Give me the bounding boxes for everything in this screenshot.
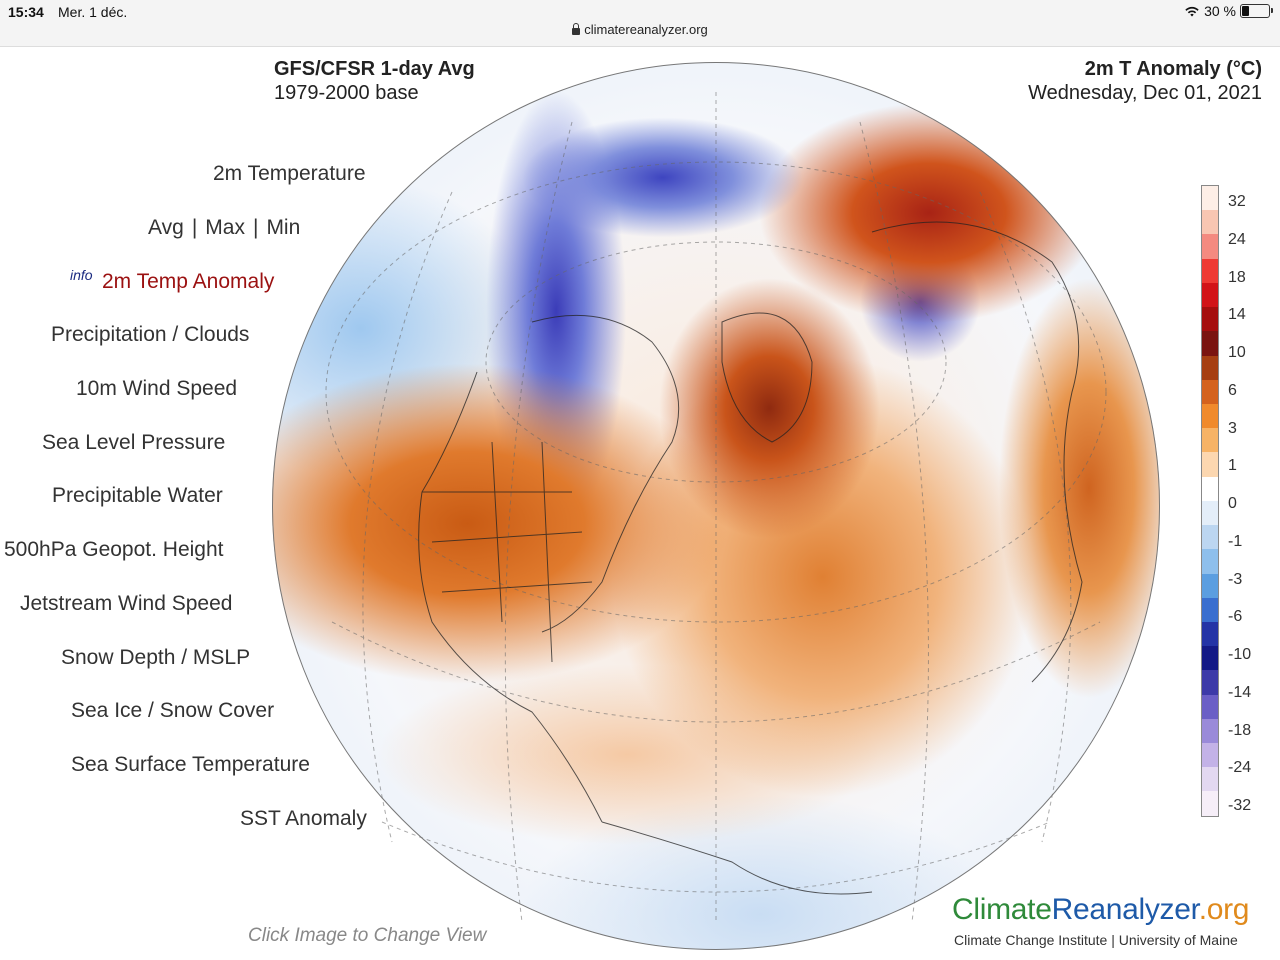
colorbar-segment bbox=[1202, 767, 1218, 792]
colorbar-segment bbox=[1202, 597, 1218, 622]
colorbar-tick-label: -14 bbox=[1228, 683, 1252, 701]
variable-title-block: 2m T Anomaly (°C) Wednesday, Dec 01, 202… bbox=[1028, 58, 1262, 105]
colorbar-segment bbox=[1202, 621, 1218, 647]
menu-jetstream-wind-speed[interactable]: Jetstream Wind Speed bbox=[20, 592, 233, 615]
menu-min[interactable]: Min bbox=[266, 216, 301, 239]
colorbar-segment bbox=[1202, 743, 1218, 768]
colorbar-segment bbox=[1202, 379, 1218, 404]
menu-2m-temp-anomaly[interactable]: 2m Temp Anomaly bbox=[102, 270, 275, 293]
colorbar-segment bbox=[1202, 791, 1218, 816]
colorbar-segment bbox=[1202, 694, 1218, 719]
colorbar-tick-label: -32 bbox=[1228, 797, 1252, 814]
battery-icon bbox=[1240, 4, 1273, 18]
colorbar-tick-label: 3 bbox=[1228, 419, 1237, 437]
colorbar-segment bbox=[1202, 282, 1218, 308]
colorbar-segment bbox=[1202, 428, 1218, 453]
separator: | bbox=[191, 216, 198, 239]
colorbar-tick-label: 32 bbox=[1228, 193, 1246, 210]
logo-subtitle: Climate Change Institute | University of… bbox=[954, 932, 1238, 948]
colorbar-segment bbox=[1202, 210, 1218, 235]
logo-part-org: .org bbox=[1198, 893, 1250, 926]
colorbar-tick-label: -1 bbox=[1228, 532, 1243, 550]
url-text: climatereanalyzer.org bbox=[584, 22, 708, 37]
separator: | bbox=[252, 216, 259, 239]
colorbar-segment bbox=[1202, 670, 1218, 695]
colorbar-tick-label: -18 bbox=[1228, 721, 1252, 739]
colorbar-segment bbox=[1202, 525, 1218, 550]
menu-precipitable-water[interactable]: Precipitable Water bbox=[52, 484, 223, 507]
colorbar-segment bbox=[1202, 234, 1218, 259]
avg-max-min-row: Avg | Max | Min bbox=[148, 216, 300, 240]
colorbar-tick-label: 24 bbox=[1228, 230, 1246, 248]
change-view-hint: Click Image to Change View bbox=[248, 925, 487, 946]
colorbar-tick-label: -6 bbox=[1228, 608, 1243, 626]
colorbar-segment bbox=[1202, 549, 1218, 574]
anomaly-globe-map[interactable] bbox=[272, 62, 1160, 950]
colorbar-tick-label: 0 bbox=[1228, 495, 1237, 512]
colorbar-segment bbox=[1202, 452, 1218, 477]
colorbar-tick-label: -3 bbox=[1228, 570, 1243, 588]
menu-precipitation-clouds[interactable]: Precipitation / Clouds bbox=[51, 323, 250, 346]
menu-sea-surface-temperature[interactable]: Sea Surface Temperature bbox=[71, 753, 310, 776]
colorbar-tick-label: 6 bbox=[1228, 381, 1237, 399]
model-title-block: GFS/CFSR 1-day Avg 1979-2000 base bbox=[274, 58, 475, 105]
colorbar-segment bbox=[1202, 573, 1218, 598]
colorbar-tick-label: -10 bbox=[1228, 646, 1252, 663]
colorbar-segment bbox=[1202, 476, 1218, 501]
info-link[interactable]: info bbox=[70, 267, 93, 283]
colorbar-tick-label: 10 bbox=[1228, 344, 1246, 361]
menu-max[interactable]: Max bbox=[205, 216, 245, 239]
status-date: Mer. 1 déc. bbox=[58, 4, 128, 20]
logo-part-reanalyzer: Reanalyzer bbox=[1051, 893, 1199, 926]
battery-fill bbox=[1242, 6, 1250, 16]
menu-500hpa-geopot-height[interactable]: 500hPa Geopot. Height bbox=[4, 538, 224, 561]
menu-2m-temperature[interactable]: 2m Temperature bbox=[213, 162, 366, 185]
logo-part-climate: Climate bbox=[952, 893, 1052, 926]
status-bar: 15:34 Mer. 1 déc. 30 % climatereanalyzer… bbox=[0, 0, 1280, 47]
globe-rim bbox=[272, 62, 1160, 950]
colorbar-segment bbox=[1202, 718, 1218, 744]
url-bar[interactable]: climatereanalyzer.org bbox=[0, 22, 1280, 37]
colorbar-segment bbox=[1202, 186, 1218, 211]
battery-percent: 30 % bbox=[1204, 3, 1236, 19]
status-time: 15:34 bbox=[8, 4, 44, 20]
colorbar-segment bbox=[1202, 258, 1218, 283]
colorbar-tick-label: 14 bbox=[1228, 306, 1246, 324]
menu-sea-ice-snow-cover[interactable]: Sea Ice / Snow Cover bbox=[71, 699, 275, 722]
menu-sst-anomaly[interactable]: SST Anomaly bbox=[240, 807, 367, 830]
status-right: 30 % bbox=[1184, 3, 1273, 19]
colorbar-segment bbox=[1202, 355, 1218, 380]
map-date: Wednesday, Dec 01, 2021 bbox=[1028, 82, 1262, 104]
colorbar-segment bbox=[1202, 646, 1218, 671]
model-base: 1979-2000 base bbox=[274, 82, 419, 104]
menu-sea-level-pressure[interactable]: Sea Level Pressure bbox=[42, 431, 226, 454]
colorbar-legend bbox=[1201, 185, 1219, 817]
colorbar-segment bbox=[1202, 500, 1218, 526]
colorbar-tick-label: 1 bbox=[1228, 457, 1237, 475]
menu-avg[interactable]: Avg bbox=[148, 216, 184, 239]
colorbar-segment bbox=[1202, 403, 1218, 429]
colorbar-tick-label: -24 bbox=[1228, 759, 1252, 777]
colorbar-tick-label: 18 bbox=[1228, 268, 1246, 286]
lock-icon bbox=[572, 23, 581, 35]
model-title: GFS/CFSR 1-day Avg bbox=[274, 58, 475, 80]
menu-snow-depth-mslp[interactable]: Snow Depth / MSLP bbox=[61, 646, 251, 669]
climate-reanalyzer-logo[interactable]: ClimateReanalyzer.org bbox=[952, 893, 1249, 927]
wifi-icon bbox=[1185, 6, 1199, 17]
variable-title: 2m T Anomaly (°C) bbox=[1084, 58, 1262, 80]
colorbar-segment bbox=[1202, 307, 1218, 332]
menu-10m-wind-speed[interactable]: 10m Wind Speed bbox=[76, 377, 238, 400]
colorbar-segment bbox=[1202, 331, 1218, 356]
